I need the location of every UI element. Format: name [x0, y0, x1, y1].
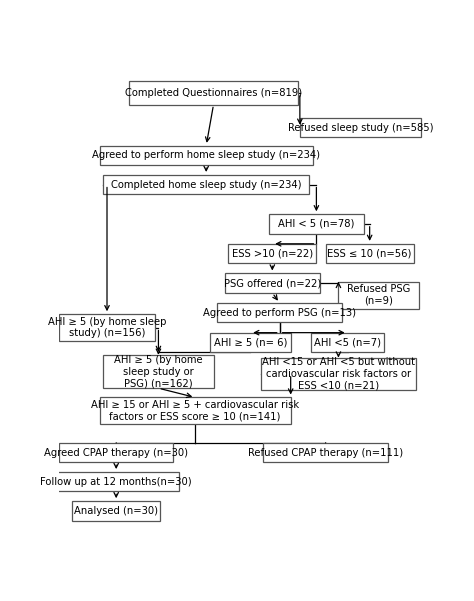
FancyBboxPatch shape [72, 501, 160, 520]
Text: PSG offered (n=22): PSG offered (n=22) [224, 278, 321, 288]
Text: AHI ≥ 5 (n= 6): AHI ≥ 5 (n= 6) [214, 337, 287, 347]
FancyBboxPatch shape [300, 118, 421, 138]
FancyBboxPatch shape [210, 333, 291, 352]
Text: AHI < 5 (n=78): AHI < 5 (n=78) [278, 219, 355, 229]
Text: Refused PSG
(n=9): Refused PSG (n=9) [347, 284, 410, 306]
Text: Analysed (n=30): Analysed (n=30) [74, 506, 158, 516]
Text: ESS ≤ 10 (n=56): ESS ≤ 10 (n=56) [328, 249, 412, 258]
FancyBboxPatch shape [228, 244, 316, 263]
FancyBboxPatch shape [269, 214, 364, 234]
FancyBboxPatch shape [103, 175, 309, 194]
Text: ESS >10 (n=22): ESS >10 (n=22) [232, 249, 313, 258]
FancyBboxPatch shape [59, 443, 173, 462]
FancyBboxPatch shape [338, 282, 419, 308]
FancyBboxPatch shape [263, 443, 388, 462]
FancyBboxPatch shape [54, 472, 179, 492]
Text: AHI <5 (n=7): AHI <5 (n=7) [314, 337, 381, 347]
Text: Agreed to perform PSG (n=13): Agreed to perform PSG (n=13) [203, 308, 356, 318]
Text: Agreed to perform home sleep study (n=234): Agreed to perform home sleep study (n=23… [92, 150, 320, 160]
FancyBboxPatch shape [311, 333, 384, 352]
Text: AHI <15 or AHI <5 but without
cardiovascular risk factors or
ESS <10 (n=21): AHI <15 or AHI <5 but without cardiovasc… [262, 357, 415, 391]
FancyBboxPatch shape [129, 81, 298, 105]
Text: AHI ≥ 5 (by home
sleep study or
PSG) (n=162): AHI ≥ 5 (by home sleep study or PSG) (n=… [114, 355, 203, 388]
FancyBboxPatch shape [261, 358, 416, 390]
FancyBboxPatch shape [217, 303, 342, 323]
FancyBboxPatch shape [103, 355, 213, 388]
Text: Completed Questionnaires (n=819): Completed Questionnaires (n=819) [125, 88, 302, 98]
Text: Follow up at 12 months(n=30): Follow up at 12 months(n=30) [40, 477, 192, 487]
FancyBboxPatch shape [59, 314, 155, 341]
Text: Refused CPAP therapy (n=111): Refused CPAP therapy (n=111) [248, 448, 403, 457]
Text: AHI ≥ 15 or AHI ≥ 5 + cardiovascular risk
factors or ESS score ≥ 10 (n=141): AHI ≥ 15 or AHI ≥ 5 + cardiovascular ris… [91, 400, 299, 422]
FancyBboxPatch shape [326, 244, 414, 263]
FancyBboxPatch shape [100, 145, 313, 165]
Text: Refused sleep study (n=585): Refused sleep study (n=585) [288, 123, 433, 133]
Text: AHI ≥ 5 (by home sleep
study) (n=156): AHI ≥ 5 (by home sleep study) (n=156) [48, 317, 166, 338]
Text: Agreed CPAP therapy (n=30): Agreed CPAP therapy (n=30) [44, 448, 188, 457]
FancyBboxPatch shape [100, 397, 291, 424]
FancyBboxPatch shape [225, 273, 320, 293]
Text: Completed home sleep study (n=234): Completed home sleep study (n=234) [111, 180, 301, 189]
